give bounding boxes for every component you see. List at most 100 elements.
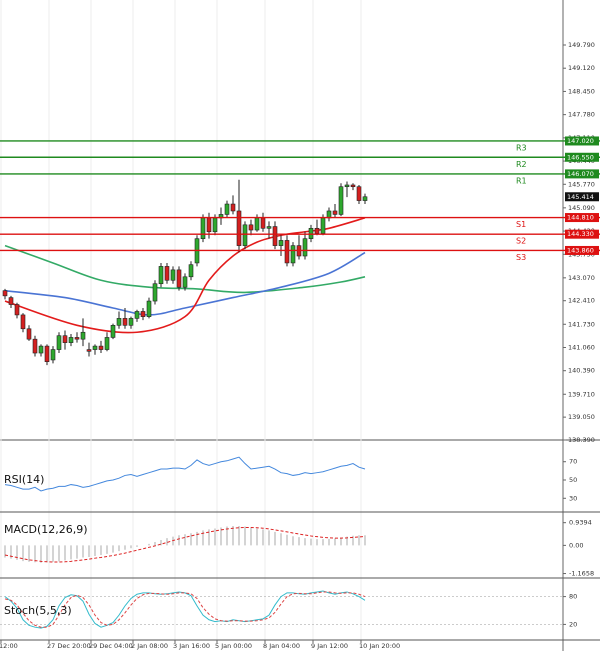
candle-up xyxy=(110,325,116,338)
level-price-label: 146.550 xyxy=(567,153,594,161)
ma-mid-line xyxy=(4,251,366,316)
candle-up xyxy=(344,184,350,188)
level-name-r1: R1 xyxy=(516,176,527,185)
price-tick-label: 139.050 xyxy=(568,413,595,421)
candle-up xyxy=(146,300,152,317)
x-tick-label: 10 Jan 20:00 xyxy=(359,642,400,650)
candle-up xyxy=(104,337,110,350)
candle-down xyxy=(122,318,128,326)
rsi-pane: 70 50 30 RSI(14) xyxy=(0,456,600,513)
candle-down xyxy=(164,266,170,281)
candle-down xyxy=(206,217,212,233)
level-name-r2: R2 xyxy=(516,160,527,169)
macd-pane: 0.9394 0.00 -1.1658 MACD(12,26,9) xyxy=(0,519,600,579)
candle-up xyxy=(254,217,260,231)
candle-up xyxy=(56,335,62,350)
candle-up xyxy=(362,196,368,201)
candle-up xyxy=(68,337,74,343)
rsi-line xyxy=(4,456,366,492)
candle-down xyxy=(350,184,356,188)
candle-down xyxy=(86,349,92,352)
rsi-tick-label: 50 xyxy=(569,476,577,484)
candle-down xyxy=(14,304,20,316)
candle-down xyxy=(332,210,338,215)
x-tick-label: 29 Dec 04:00 xyxy=(89,642,133,650)
x-tick-label: 8 Jan 04:00 xyxy=(263,642,300,650)
candle-down xyxy=(20,314,26,330)
macd-tick-label: 0.9394 xyxy=(569,519,592,527)
candle-down xyxy=(2,290,8,297)
x-tick-label: 5 Jan 00:00 xyxy=(215,642,252,650)
candle-down xyxy=(26,328,32,340)
price-background xyxy=(0,0,600,440)
price-tick-label: 145.770 xyxy=(568,180,595,188)
candle-down xyxy=(98,345,104,350)
x-tick-label: 12:00 xyxy=(0,642,18,650)
x-tick-label: 9 Jan 12:00 xyxy=(311,642,348,650)
candle-up xyxy=(200,217,206,239)
candle-up xyxy=(188,264,194,278)
price-tick-label: 145.090 xyxy=(568,204,595,212)
rsi-tick-label: 30 xyxy=(569,494,577,502)
candle-down xyxy=(260,217,266,229)
candle-down xyxy=(236,210,242,246)
level-name-s2: S2 xyxy=(516,237,526,246)
level-price-label: 147.020 xyxy=(567,137,594,145)
x-tick-label: 3 Jan 16:00 xyxy=(173,642,210,650)
rsi-title: RSI(14) xyxy=(4,473,44,486)
price-tick-label: 141.060 xyxy=(568,343,595,351)
candle-down xyxy=(248,224,254,231)
candle-up xyxy=(242,224,248,246)
candle-up xyxy=(50,349,56,361)
rsi-tick-label: 70 xyxy=(569,458,577,466)
price-tick-label: 149.120 xyxy=(568,64,595,72)
candle-up xyxy=(134,311,140,319)
candle-up xyxy=(38,345,44,354)
level-price-box xyxy=(565,245,599,255)
level-name-r3: R3 xyxy=(516,143,527,152)
level-price-label: 144.330 xyxy=(567,230,594,238)
macd-title: MACD(12,26,9) xyxy=(4,523,88,536)
price-tick-label: 139.710 xyxy=(568,390,595,398)
candle-up xyxy=(320,217,326,234)
candle-up xyxy=(212,217,218,233)
macd-tick-label: -1.1658 xyxy=(569,570,594,578)
candle-up xyxy=(80,331,86,340)
candle-up xyxy=(128,318,134,326)
candle-down xyxy=(32,338,38,354)
candle-down xyxy=(356,186,362,201)
stoch-d-line xyxy=(4,591,366,628)
candle-down xyxy=(176,269,182,288)
candle-up xyxy=(278,240,284,246)
candle-up xyxy=(302,238,308,257)
price-tick-label: 148.450 xyxy=(568,87,595,95)
price-tick-label: 147.780 xyxy=(568,111,595,119)
candle-down xyxy=(140,311,146,317)
stoch-title: Stoch(5,5,3) xyxy=(4,604,72,617)
price-tick-label: 138.390 xyxy=(568,436,595,444)
level-price-box xyxy=(565,229,599,239)
level-price-box xyxy=(565,169,599,179)
price-tick-label: 140.390 xyxy=(568,367,595,375)
candle-up xyxy=(152,283,158,302)
candle-down xyxy=(230,203,236,212)
macd-signal-line xyxy=(4,526,366,563)
level-price-label: 146.070 xyxy=(567,170,594,178)
stoch-tick-label: 80 xyxy=(569,593,577,601)
candle-down xyxy=(44,345,50,362)
last-price-label: 145.414 xyxy=(567,193,594,201)
price-tick-label: 143.070 xyxy=(568,274,595,282)
level-price-label: 143.860 xyxy=(567,246,594,254)
candle-down xyxy=(62,335,68,343)
candle-down xyxy=(8,297,14,305)
x-tick-label: 27 Dec 20:00 xyxy=(47,642,91,650)
level-name-s3: S3 xyxy=(516,253,526,262)
candle-down xyxy=(314,227,320,234)
candle-down xyxy=(284,240,290,264)
candle-up xyxy=(116,318,122,326)
candle-up xyxy=(290,245,296,264)
candle-up xyxy=(182,276,188,288)
level-price-label: 144.810 xyxy=(567,214,594,222)
